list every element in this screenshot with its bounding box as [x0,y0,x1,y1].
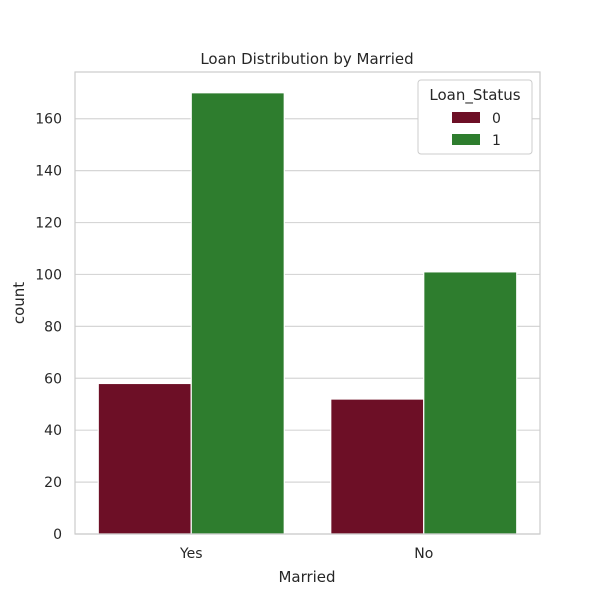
x-tick-labels: Yes No [179,546,433,562]
legend-swatch-1 [452,134,480,145]
legend: Loan_Status 01 [417,79,533,155]
legend-swatch-0 [452,112,480,123]
legend-label-0: 0 [492,111,501,127]
y-tick-label: 40 [44,423,62,439]
legend-label-1: 1 [492,133,501,149]
x-tick-label: No [414,546,433,562]
bar-yes-status-1 [190,92,285,535]
x-axis-label: Married [278,568,335,586]
bar-no-status-0 [330,398,425,535]
chart-title: Loan Distribution by Married [200,50,413,68]
plot-frame [74,71,541,535]
bars [97,92,518,535]
legend-title: Loan_Status [429,86,520,105]
y-tick-label: 160 [35,112,62,128]
bar-yes-status-0 [97,382,192,535]
y-tick-label: 100 [35,267,62,283]
y-tick-label: 0 [53,527,62,543]
y-tick-label: 140 [35,164,62,180]
x-tick-label: Yes [179,546,203,562]
y-tick-label: 80 [44,319,62,335]
y-tick-labels: 0 20 40 60 80 100 120 140 160 [35,112,62,543]
legend-items: 01 [452,111,501,149]
bar-no-status-1 [423,271,518,535]
y-tick-label: 120 [35,216,62,232]
y-axis-label: count [10,282,28,324]
y-tick-label: 20 [44,475,62,491]
y-tick-label: 60 [44,371,62,387]
